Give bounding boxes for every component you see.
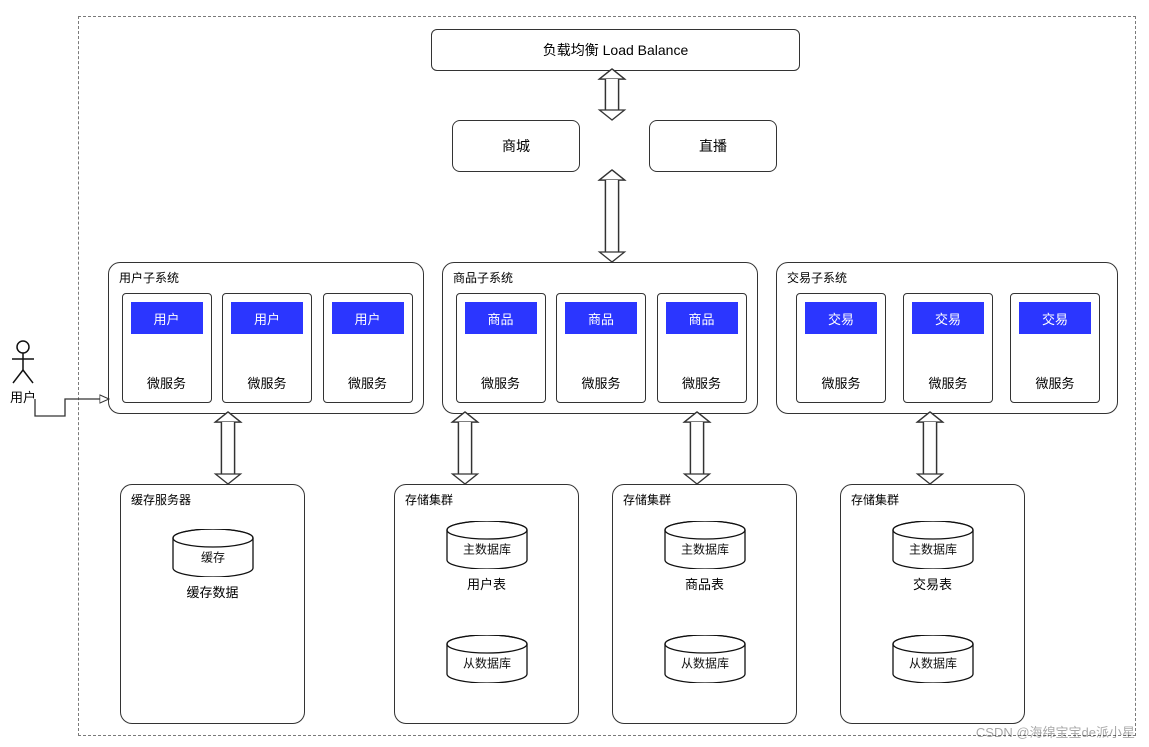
database-icon: 从数据库 (892, 635, 974, 683)
database-icon: 从数据库 (446, 635, 528, 683)
service-title: 商品 (565, 302, 637, 334)
database-icon: 从数据库 (664, 635, 746, 683)
database-icon: 主数据库 (446, 521, 528, 569)
service-card: 商品微服务 (556, 293, 646, 403)
svg-text:主数据库: 主数据库 (908, 542, 956, 557)
database: 从数据库 (892, 635, 974, 686)
svg-text:缓存: 缓存 (200, 551, 224, 565)
stor-user: 存储集群 主数据库 用户表 从数据库 (394, 484, 579, 724)
load-balance-label: 负载均衡 Load Balance (543, 40, 689, 60)
database: 主数据库 用户表 (446, 521, 528, 593)
service-subtitle: 微服务 (904, 373, 992, 392)
service-title: 用户 (231, 302, 303, 334)
service-card: 用户微服务 (122, 293, 212, 403)
database-icon: 主数据库 (892, 521, 974, 569)
database: 主数据库 商品表 (664, 521, 746, 593)
grp-user: 用户子系统用户微服务用户微服务用户微服务 (108, 262, 424, 414)
svg-text:从数据库: 从数据库 (680, 656, 728, 671)
actor-label: 用户 (9, 387, 37, 406)
service-card: 用户微服务 (323, 293, 413, 403)
service-subtitle: 微服务 (457, 373, 545, 392)
svg-text:主数据库: 主数据库 (680, 542, 728, 557)
database-caption: 商品表 (664, 574, 746, 593)
service-title: 交易 (912, 302, 984, 334)
service-subtitle: 微服务 (658, 373, 746, 392)
database: 缓存 缓存数据 (172, 529, 254, 601)
service-title: 用户 (332, 302, 404, 334)
load-balance-box: 负载均衡 Load Balance (431, 29, 800, 71)
database: 从数据库 (446, 635, 528, 686)
app-label: 商城 (502, 136, 530, 156)
database: 从数据库 (664, 635, 746, 686)
stor-trade: 存储集群 主数据库 交易表 从数据库 (840, 484, 1025, 724)
service-title: 商品 (465, 302, 537, 334)
service-card: 用户微服务 (222, 293, 312, 403)
grp-trade: 交易子系统交易微服务交易微服务交易微服务 (776, 262, 1118, 414)
service-card: 交易微服务 (796, 293, 886, 403)
service-card: 交易微服务 (1010, 293, 1100, 403)
database-caption: 交易表 (892, 574, 974, 593)
service-card: 交易微服务 (903, 293, 993, 403)
app-live: 直播 (649, 120, 777, 172)
group-title: 缓存服务器 (131, 491, 191, 508)
service-subtitle: 微服务 (223, 373, 311, 392)
group-title: 存储集群 (405, 491, 453, 508)
stick-figure-icon (9, 340, 37, 384)
app-mall: 商城 (452, 120, 580, 172)
svg-text:从数据库: 从数据库 (462, 656, 510, 671)
database-caption: 缓存数据 (172, 582, 254, 601)
service-subtitle: 微服务 (123, 373, 211, 392)
stor-cache: 缓存服务器 缓存 缓存数据 (120, 484, 305, 724)
grp-product: 商品子系统商品微服务商品微服务商品微服务 (442, 262, 758, 414)
group-title: 用户子系统 (119, 269, 179, 286)
svg-text:从数据库: 从数据库 (908, 656, 956, 671)
group-title: 存储集群 (851, 491, 899, 508)
service-subtitle: 微服务 (557, 373, 645, 392)
service-card: 商品微服务 (456, 293, 546, 403)
app-label: 直播 (699, 136, 727, 156)
group-title: 交易子系统 (787, 269, 847, 286)
service-subtitle: 微服务 (1011, 373, 1099, 392)
database-icon: 缓存 (172, 529, 254, 577)
svg-text:主数据库: 主数据库 (462, 542, 510, 557)
service-title: 商品 (666, 302, 738, 334)
service-card: 商品微服务 (657, 293, 747, 403)
stor-product: 存储集群 主数据库 商品表 从数据库 (612, 484, 797, 724)
database: 主数据库 交易表 (892, 521, 974, 593)
group-title: 商品子系统 (453, 269, 513, 286)
watermark: CSDN @海绵宝宝de派小星 (976, 722, 1135, 741)
service-subtitle: 微服务 (324, 373, 412, 392)
service-title: 交易 (1019, 302, 1091, 334)
service-subtitle: 微服务 (797, 373, 885, 392)
service-title: 用户 (131, 302, 203, 334)
actor-user: 用户 (9, 340, 37, 406)
database-caption: 用户表 (446, 574, 528, 593)
database-icon: 主数据库 (664, 521, 746, 569)
group-title: 存储集群 (623, 491, 671, 508)
service-title: 交易 (805, 302, 877, 334)
